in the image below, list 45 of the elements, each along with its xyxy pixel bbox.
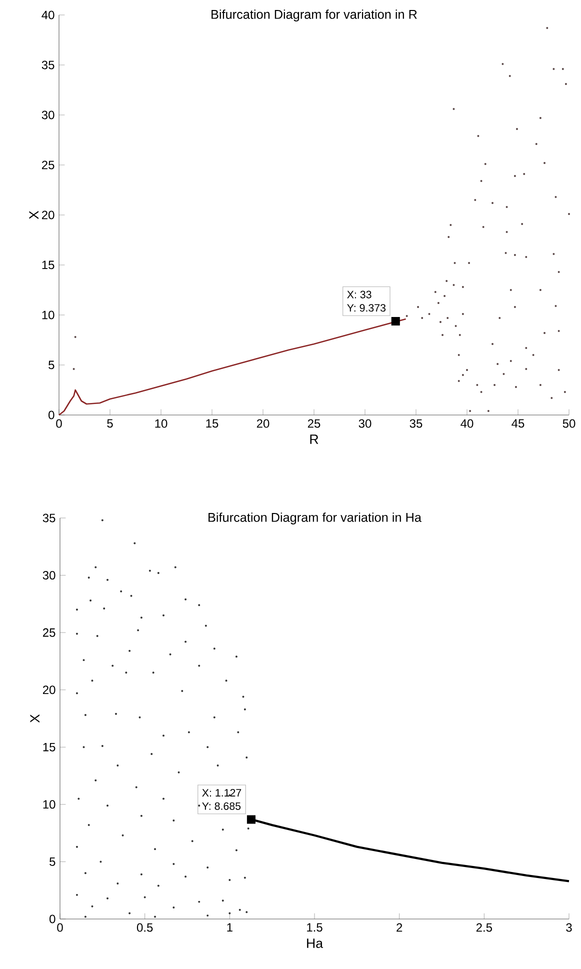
chart-title: Bifurcation Diagram for variation in Ha (208, 512, 422, 524)
y-tick-label: 20 (42, 686, 56, 694)
x-tick-label: 1.5 (307, 923, 322, 932)
x-tick-label: 35 (410, 419, 422, 428)
x-tick-label: 45 (512, 419, 524, 428)
x-tick-label: 3 (566, 923, 572, 932)
y-axis-title: X (30, 714, 40, 723)
x-tick-label: 0.5 (136, 923, 153, 932)
x-tick-label: 15 (206, 419, 218, 428)
x-tick-label: 5 (107, 419, 113, 428)
y-tick-label: 5 (48, 360, 54, 370)
y-tick-label: 40 (42, 10, 54, 20)
y-tick-label: 25 (42, 160, 54, 170)
x-tick-label: 0 (56, 419, 62, 428)
x-tick-label: 2 (396, 923, 402, 932)
annotation: X: 33 (347, 290, 372, 298)
x-tick-label: 20 (256, 419, 270, 428)
y-tick-label: 25 (42, 628, 56, 637)
y-tick-label: 5 (50, 858, 56, 866)
y-tick-label: 20 (42, 210, 54, 220)
x-tick-label: 1 (227, 923, 232, 932)
y-tick-label: 35 (42, 514, 56, 522)
y-tick-label: 0 (50, 914, 56, 924)
y-tick-label: 30 (42, 110, 54, 120)
y-axis-title: X (29, 210, 38, 220)
annotation: Y: 9.373 (347, 304, 386, 312)
x-axis-title: Ha (307, 938, 324, 948)
x-tick-label: 50 (562, 419, 576, 428)
y-tick-label: 15 (43, 742, 56, 752)
x-tick-label: 2.5 (476, 923, 492, 932)
annotation: Y: 8.685 (202, 802, 241, 810)
x-tick-label: 10 (155, 419, 168, 428)
chart-title: Bifurcation Diagram for variation in R (212, 10, 417, 22)
x-tick-label: 40 (460, 419, 474, 428)
y-tick-label: 35 (42, 60, 54, 70)
y-tick-label: 10 (43, 800, 56, 809)
x-tick-label: 25 (308, 419, 320, 428)
y-tick-label: 15 (42, 260, 54, 270)
y-tick-label: 0 (48, 410, 54, 420)
y-tick-label: 30 (42, 571, 56, 580)
y-tick-label: 10 (42, 310, 54, 320)
x-axis-title: R (310, 434, 318, 444)
annotation: X: 1.127 (202, 789, 242, 796)
x-tick-label: 0 (57, 923, 63, 932)
x-tick-label: 30 (358, 419, 372, 428)
